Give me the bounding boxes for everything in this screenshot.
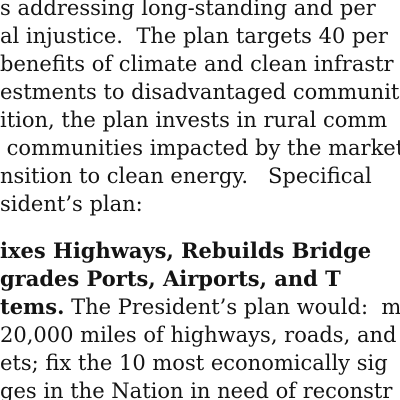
paragraph-line-6: communities impacted by the market [0, 136, 400, 160]
paragraph-line-3: benefits of climate and clean infrastr [0, 52, 394, 76]
paragraph-line-8: sident’s plan: [0, 192, 143, 216]
paragraph-line-2: al injustice. The plan targets 40 per [0, 24, 388, 48]
body-line-3: ges in the Nation in need of reconstr [0, 379, 393, 400]
section-heading-tail: tems. [0, 294, 65, 319]
paragraph-line-5: ition, the plan invests in rural comm [0, 108, 388, 132]
paragraph-line-4: estments to disadvantaged communit [0, 80, 400, 104]
paragraph-line-7: nsition to clean energy. Specifical [0, 164, 372, 188]
body-intro-text: The President’s plan would: m [64, 295, 400, 319]
heading-body-line: tems. The President’s plan would: m [0, 293, 400, 321]
paragraph-line-1: s addressing long-standing and per [0, 0, 376, 20]
body-line-1: 20,000 miles of highways, roads, and [0, 323, 397, 347]
body-line-2: ets; fix the 10 most economically sig [0, 351, 388, 375]
section-heading-line-1: ixes Highways, Rebuilds Bridge [0, 238, 372, 263]
section-heading-line-2: grades Ports, Airports, and T [0, 266, 341, 291]
